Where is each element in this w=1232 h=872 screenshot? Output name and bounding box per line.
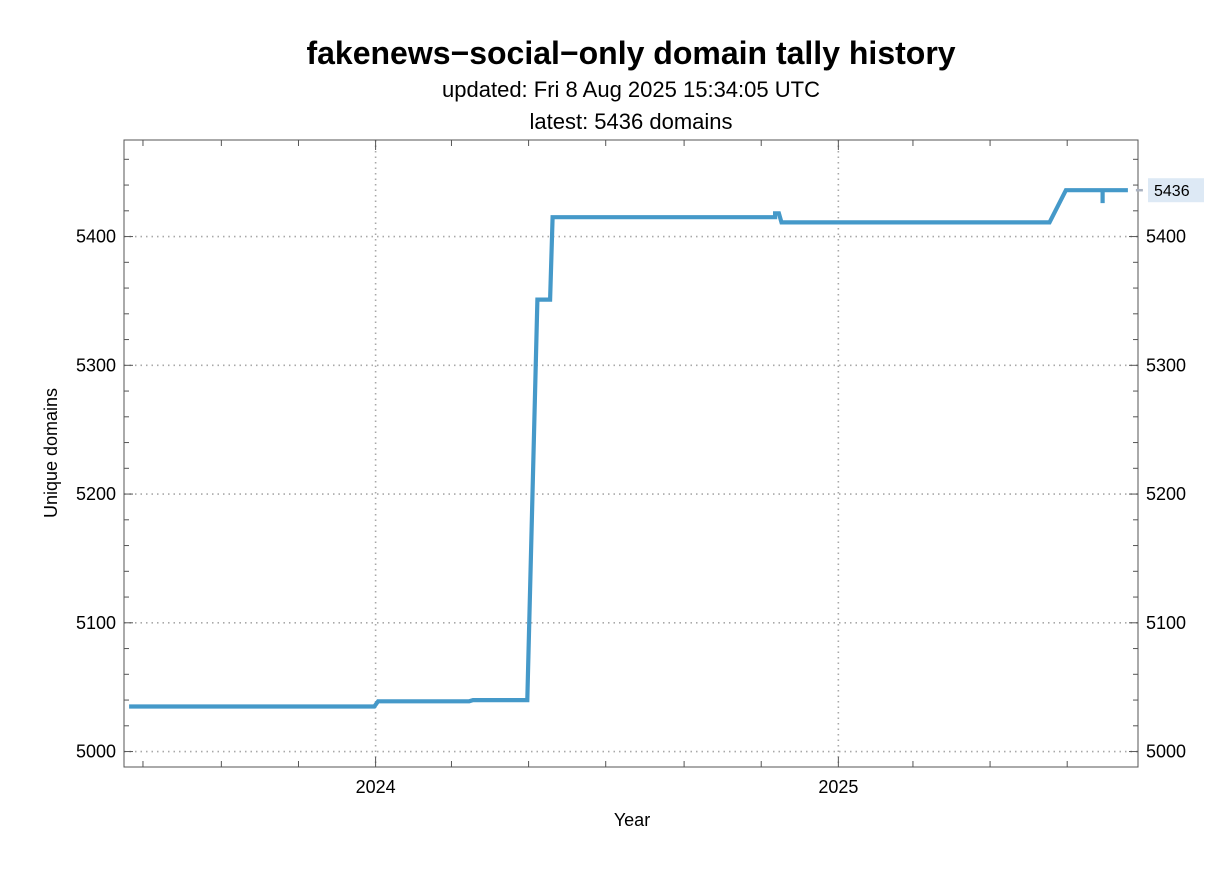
chart-subtitle-latest: latest: 5436 domains bbox=[529, 109, 732, 134]
y-tick-label-right: 5300 bbox=[1146, 355, 1186, 375]
x-axis-label: Year bbox=[614, 810, 650, 830]
latest-label-box bbox=[1148, 178, 1204, 203]
y-tick-label-right: 5200 bbox=[1146, 484, 1186, 504]
y-tick-label-left: 5100 bbox=[76, 613, 116, 633]
y-tick-label-left: 5000 bbox=[76, 742, 116, 762]
axis-ticks bbox=[124, 140, 1138, 767]
y-tick-label-right: 5000 bbox=[1146, 742, 1186, 762]
chart-subtitle-updated: updated: Fri 8 Aug 2025 15:34:05 UTC bbox=[442, 77, 820, 102]
series-line-0 bbox=[129, 188, 1128, 709]
latest-value-label: 5436 bbox=[1154, 183, 1190, 200]
x-tick-label: 2024 bbox=[356, 777, 396, 797]
y-tick-label-right: 5100 bbox=[1146, 613, 1186, 633]
y-axis-label: Unique domains bbox=[41, 388, 61, 518]
latest-value-marker: 5436 bbox=[1135, 178, 1204, 203]
series-layer bbox=[129, 188, 1128, 709]
y-tick-label-left: 5200 bbox=[76, 484, 116, 504]
y-tick-label-right: 5400 bbox=[1146, 227, 1186, 247]
grid-lines bbox=[124, 140, 1138, 767]
tick-labels: 5000 5000 5100 5100 5200 5200 5300 5300 5400 5400… bbox=[76, 227, 1186, 797]
x-tick-label: 2025 bbox=[818, 777, 858, 797]
chart-title: fakenews−social−only domain tally histor… bbox=[306, 35, 955, 71]
y-tick-label-left: 5400 bbox=[76, 227, 116, 247]
y-tick-label-left: 5300 bbox=[76, 355, 116, 375]
plot-area bbox=[123, 139, 1139, 768]
